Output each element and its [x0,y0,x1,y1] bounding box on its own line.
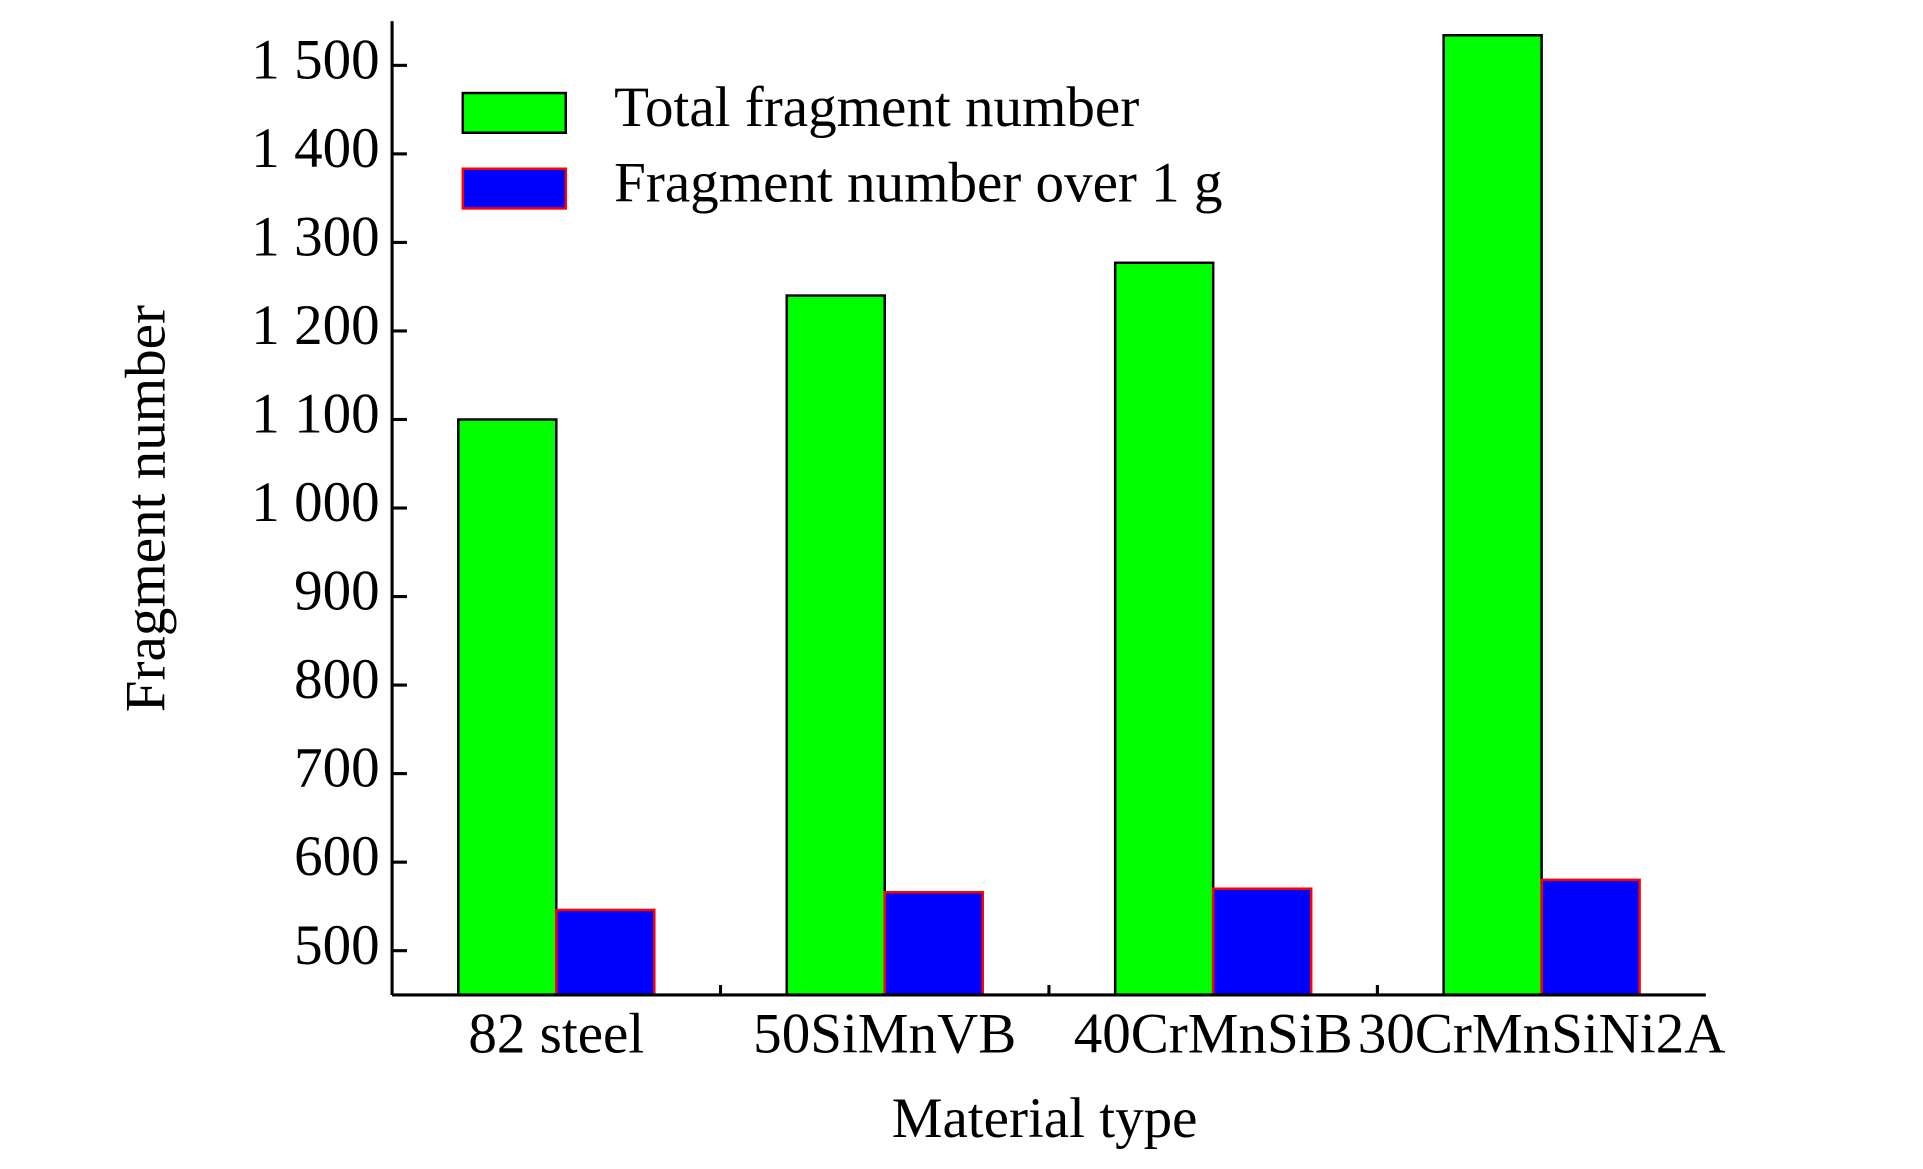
y-axis-title: Fragment number [114,305,177,712]
y-tick-label: 1 200 [251,294,379,357]
legend-label: Total fragment number [614,76,1139,139]
x-tick-label: 50SiMnVB [753,1003,1016,1066]
y-tick-label: 1 300 [251,206,379,269]
y-tick-label: 800 [294,648,380,711]
bar [1442,34,1543,997]
y-tick-label: 900 [294,560,380,623]
y-tick-label: 500 [294,914,380,977]
x-tick-label: 82 steel [468,1003,644,1066]
bar [457,418,558,997]
bar [1211,887,1313,997]
y-tick-label: 700 [294,737,380,800]
x-tick-label: 40CrMnSiB [1074,1003,1353,1066]
bar [1113,261,1215,997]
y-tick-label: 600 [294,825,380,888]
legend-swatch [461,167,567,210]
bar [785,294,886,997]
y-tick-label: 1 000 [251,471,379,534]
bar [1540,878,1641,997]
y-tick-label: 1 100 [251,383,379,446]
y-tick-label: 1 400 [251,117,379,180]
bar [883,891,984,997]
legend-swatch [461,91,567,134]
bar [555,908,656,997]
x-axis-title: Material type [892,1087,1198,1150]
x-tick-label: 30CrMnSiNi2A [1358,1003,1726,1066]
y-tick-label: 1 500 [251,28,379,91]
legend-label: Fragment number over 1 g [614,152,1222,215]
